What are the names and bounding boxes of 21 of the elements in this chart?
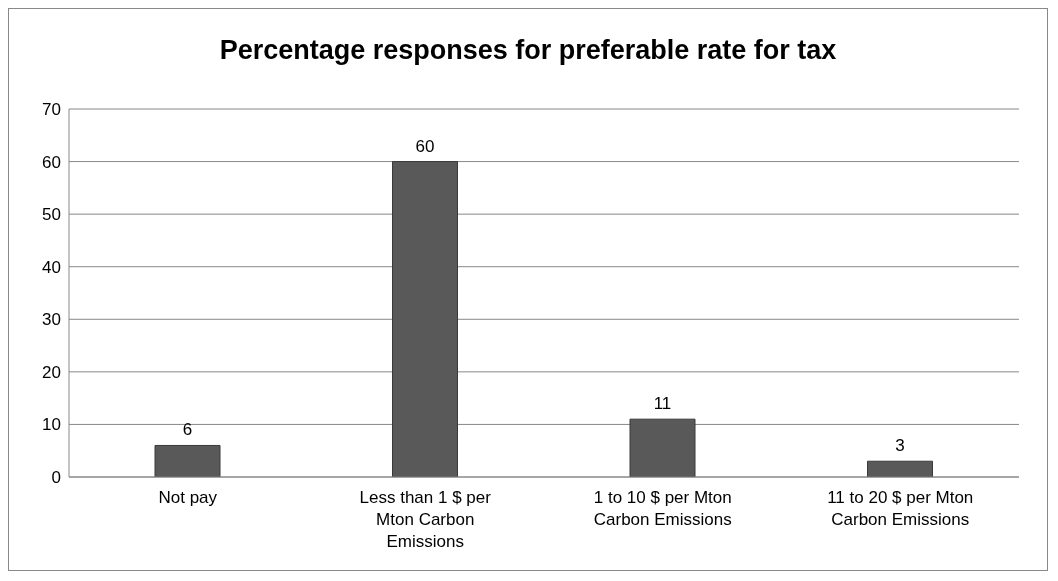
y-tick-label: 40: [42, 257, 61, 277]
bar: [867, 460, 933, 477]
data-label: 60: [415, 136, 435, 156]
data-label: 6: [182, 420, 193, 440]
y-tick-label: 50: [42, 205, 61, 225]
y-tick-label: 10: [42, 415, 61, 435]
bar: [154, 444, 221, 477]
y-tick-label: 0: [51, 468, 61, 488]
x-tick-label: Less than 1 $ per Mton Carbon Emissions: [359, 488, 492, 551]
chart-title: Percentage responses for preferable rate for tax: [218, 35, 838, 66]
x-tick-label: Not pay: [158, 488, 218, 507]
y-tick-label: 60: [42, 152, 61, 172]
y-tick-label: 30: [42, 310, 61, 330]
data-label: 11: [653, 394, 672, 414]
x-tick-label: 1 to 10 $ per Mton Carbon Emissions: [593, 488, 732, 529]
x-tick-label: 11 to 20 $ per Mton Carbon Emissions: [827, 488, 974, 529]
bar: [392, 161, 458, 477]
y-tick-label: 70: [42, 100, 61, 120]
y-tick-label: 20: [42, 362, 61, 382]
data-label: 3: [895, 436, 905, 456]
bar: [629, 418, 696, 477]
